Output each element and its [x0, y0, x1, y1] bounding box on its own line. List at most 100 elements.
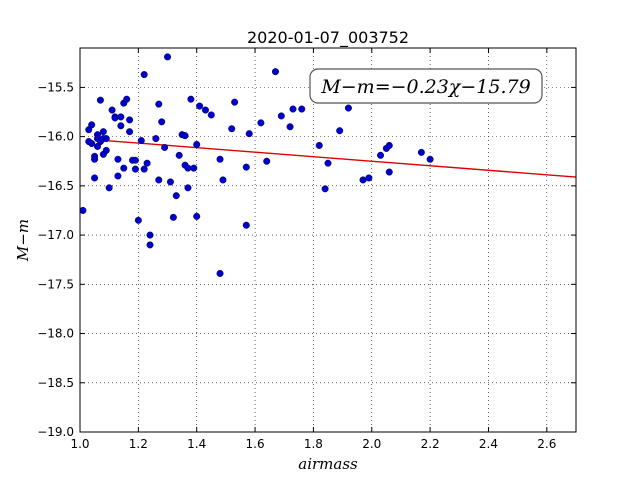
- data-point: [155, 100, 163, 108]
- data-point: [161, 143, 169, 151]
- data-point: [426, 155, 434, 163]
- x-tick-label: 1.4: [187, 437, 206, 451]
- data-point: [155, 176, 163, 184]
- data-point: [114, 172, 122, 180]
- data-point: [152, 135, 160, 143]
- data-point: [88, 121, 96, 129]
- data-point: [207, 111, 215, 119]
- y-tick-label: −15.5: [37, 80, 74, 94]
- chart-title: 2020-01-07_003752: [247, 28, 409, 48]
- data-point: [181, 132, 189, 140]
- data-point: [172, 192, 180, 200]
- data-point: [321, 185, 329, 193]
- data-point: [102, 146, 110, 154]
- x-tick-label: 2.0: [362, 437, 381, 451]
- data-point: [140, 165, 148, 173]
- x-axis-label: airmass: [298, 455, 358, 473]
- data-point: [216, 269, 224, 277]
- x-tick-label: 1.2: [129, 437, 148, 451]
- data-point: [242, 221, 250, 229]
- data-point: [385, 168, 393, 176]
- data-point: [123, 95, 131, 103]
- data-point: [385, 141, 393, 149]
- data-point: [91, 155, 99, 163]
- data-point: [193, 140, 201, 148]
- data-point: [324, 159, 332, 167]
- data-point: [111, 114, 119, 122]
- x-tick-label: 1.6: [246, 437, 265, 451]
- data-point: [166, 178, 174, 186]
- data-point: [79, 206, 87, 214]
- data-point: [140, 71, 148, 79]
- data-point: [257, 119, 265, 127]
- plot-frame: [79, 47, 577, 433]
- data-point: [96, 96, 104, 104]
- data-point: [117, 113, 125, 121]
- data-point: [102, 135, 110, 143]
- data-point: [175, 151, 183, 159]
- data-point: [344, 104, 352, 112]
- data-point: [126, 128, 134, 136]
- data-point: [228, 125, 236, 133]
- data-point: [137, 137, 145, 145]
- data-point: [277, 112, 285, 120]
- y-tick-label: −19.0: [37, 425, 74, 439]
- plot-background: [80, 48, 576, 432]
- y-tick-label: −18.5: [37, 376, 74, 390]
- data-point: [120, 164, 128, 172]
- annotation-text: M−m=−0.23χ−15.79: [320, 76, 530, 98]
- data-point: [193, 212, 201, 220]
- y-tick-label: −17.0: [37, 228, 74, 242]
- data-point: [245, 130, 253, 138]
- data-point: [377, 151, 385, 159]
- data-point: [216, 155, 224, 163]
- data-point: [201, 106, 209, 114]
- data-point: [146, 231, 154, 239]
- data-point: [271, 68, 279, 76]
- data-point: [184, 164, 192, 172]
- data-point: [336, 127, 344, 135]
- data-point: [196, 102, 204, 110]
- data-point: [417, 148, 425, 156]
- data-point: [184, 184, 192, 192]
- data-point: [134, 216, 142, 224]
- data-point: [114, 155, 122, 163]
- data-point: [169, 213, 177, 221]
- fit-annotation: M−m=−0.23χ−15.79: [309, 68, 543, 104]
- annotation-frame: [309, 68, 543, 104]
- data-point: [365, 174, 373, 182]
- data-point: [158, 118, 166, 126]
- data-point: [146, 241, 154, 249]
- data-point: [126, 116, 134, 124]
- data-point: [289, 105, 297, 113]
- data-point: [190, 164, 198, 172]
- data-point: [231, 98, 239, 106]
- y-tick-label: −16.5: [37, 179, 74, 193]
- data-point: [359, 176, 367, 184]
- data-point: [187, 95, 195, 103]
- data-point: [131, 165, 139, 173]
- y-tick-label: −17.5: [37, 277, 74, 291]
- data-point: [315, 141, 323, 149]
- data-point: [286, 123, 294, 131]
- data-point: [117, 122, 125, 130]
- plot-area: 1.0 1.2 1.4 1.6 1.8 2.0 2.2 2.4 2.6 −15.5 −16.0 −16…: [37, 47, 577, 451]
- y-tick-label: −16.0: [37, 130, 74, 144]
- data-point: [298, 105, 306, 113]
- x-tick-label: 2.6: [537, 437, 556, 451]
- data-point: [164, 53, 172, 61]
- x-tick-label: 1.8: [304, 437, 323, 451]
- data-point: [105, 184, 113, 192]
- data-point: [263, 157, 271, 165]
- data-point: [131, 156, 139, 164]
- data-point: [219, 176, 227, 184]
- x-tick-label: 2.4: [479, 437, 498, 451]
- x-tick-label: 1.0: [70, 437, 89, 451]
- data-point: [143, 159, 151, 167]
- y-tick-label: −18.0: [37, 327, 74, 341]
- data-point: [108, 106, 116, 114]
- data-point: [99, 128, 107, 136]
- data-point: [91, 174, 99, 182]
- x-tick-label: 2.2: [421, 437, 440, 451]
